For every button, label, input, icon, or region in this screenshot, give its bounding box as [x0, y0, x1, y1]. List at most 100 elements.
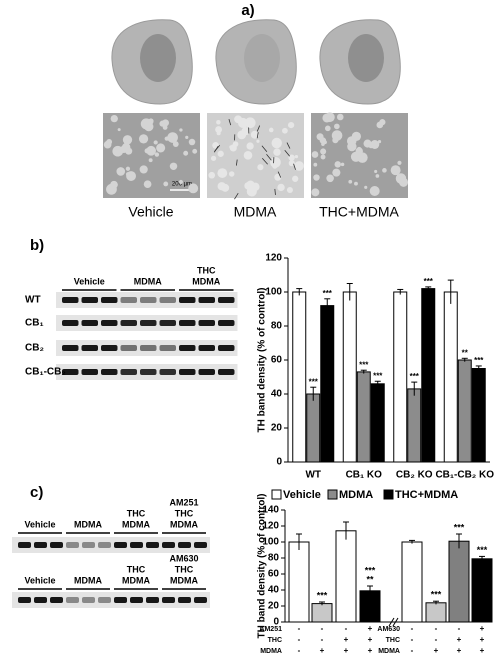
blot-band: [120, 345, 137, 351]
legend-label: THC+MDMA: [395, 489, 458, 501]
blot-band: [114, 542, 127, 548]
texture-spot: [216, 120, 221, 125]
blot-band: [120, 369, 137, 375]
fiber: [261, 157, 268, 165]
texture-spot: [163, 181, 169, 187]
texture-spot: [148, 158, 153, 163]
group-label: Vehicle: [74, 276, 105, 286]
blot-band: [82, 597, 95, 603]
texture-spot: [374, 169, 378, 174]
texture-spot: [169, 162, 178, 171]
bar: [320, 305, 335, 463]
significance: ***: [317, 590, 328, 600]
treatment-name: THC: [386, 637, 400, 644]
legend-label: Vehicle: [283, 489, 321, 501]
texture-spot: [167, 132, 178, 143]
row-label: CB₂: [25, 343, 44, 354]
blot-band: [159, 320, 176, 326]
bar: [393, 291, 408, 463]
texture-spot: [116, 167, 126, 176]
group-label: MDMA: [74, 519, 102, 529]
treatment-sign: +: [368, 624, 373, 633]
blot-band: [66, 597, 79, 603]
condition-label: MDMA: [234, 204, 277, 220]
blot-band: [198, 345, 215, 351]
texture-spot: [316, 133, 324, 141]
y-tick-label: 60: [271, 355, 283, 366]
group-label: THC: [175, 508, 194, 518]
blot-band: [194, 597, 207, 603]
texture-spot: [117, 128, 121, 132]
texture-spot: [221, 183, 230, 192]
blot-band: [114, 597, 127, 603]
blot-band: [120, 320, 137, 326]
texture-spot: [288, 160, 295, 167]
row-label: WT: [25, 295, 41, 306]
texture-spot: [334, 161, 341, 168]
texture-spot: [334, 123, 340, 130]
texture-spot: [111, 185, 117, 191]
blot-background: [12, 537, 210, 553]
texture-spot: [332, 168, 341, 177]
fiber: [266, 154, 272, 161]
texture-spot: [250, 130, 259, 139]
texture-spot: [286, 186, 293, 194]
group-label: THC: [175, 564, 194, 574]
texture-spot: [348, 179, 353, 184]
treatment-name: AM630: [377, 626, 400, 633]
blot-band: [101, 345, 118, 351]
texture-spot: [159, 120, 166, 127]
significance: ***: [474, 356, 484, 365]
texture-spot: [229, 145, 233, 149]
texture-spot: [351, 131, 362, 141]
blot-band: [120, 297, 137, 303]
texture-spot: [144, 148, 150, 154]
blot-band: [140, 369, 157, 375]
texture-spot: [244, 182, 252, 190]
texture-spot: [331, 130, 343, 141]
texture-spot: [395, 173, 407, 184]
blot-band: [218, 345, 235, 351]
texture-spot: [147, 119, 154, 125]
fiber: [256, 125, 261, 132]
y-tick-label: 40: [268, 585, 280, 596]
blot-band: [66, 542, 79, 548]
group-label: THC: [127, 508, 146, 518]
bar: [471, 558, 493, 623]
texture-spot: [273, 148, 281, 156]
texture-spot: [354, 181, 358, 186]
fiber: [228, 118, 232, 126]
treatment-sign: +: [368, 635, 373, 644]
blot-band: [81, 369, 98, 375]
treatment-sign: +: [368, 646, 373, 655]
texture-spot: [237, 130, 247, 140]
texture-spot: [313, 162, 318, 167]
fiber: [214, 144, 221, 152]
texture-spot: [282, 127, 288, 134]
blot-band: [81, 320, 98, 326]
treatment-sign: +: [434, 646, 439, 655]
group-label: MDMA: [192, 276, 220, 286]
treatment-sign: -: [435, 635, 438, 644]
texture-spot: [110, 114, 118, 123]
texture-spot: [210, 155, 217, 161]
y-tick-label: 120: [265, 253, 282, 264]
blot-band: [140, 320, 157, 326]
treatment-sign: -: [298, 646, 301, 655]
axis-break: [388, 617, 395, 627]
treatment-sign: +: [320, 646, 325, 655]
blot-band: [179, 369, 196, 375]
blot-band: [82, 542, 95, 548]
blot-band: [98, 542, 111, 548]
blot-band: [62, 320, 79, 326]
y-tick-label: 0: [273, 617, 279, 628]
blot-background: [12, 592, 210, 608]
treatment-name: THC: [268, 637, 282, 644]
y-tick-label: 60: [268, 569, 280, 580]
blot-band: [198, 297, 215, 303]
texture-spot: [369, 185, 380, 196]
texture-spot: [311, 188, 320, 197]
group-label: MDMA: [122, 575, 150, 585]
blot-band: [159, 345, 176, 351]
